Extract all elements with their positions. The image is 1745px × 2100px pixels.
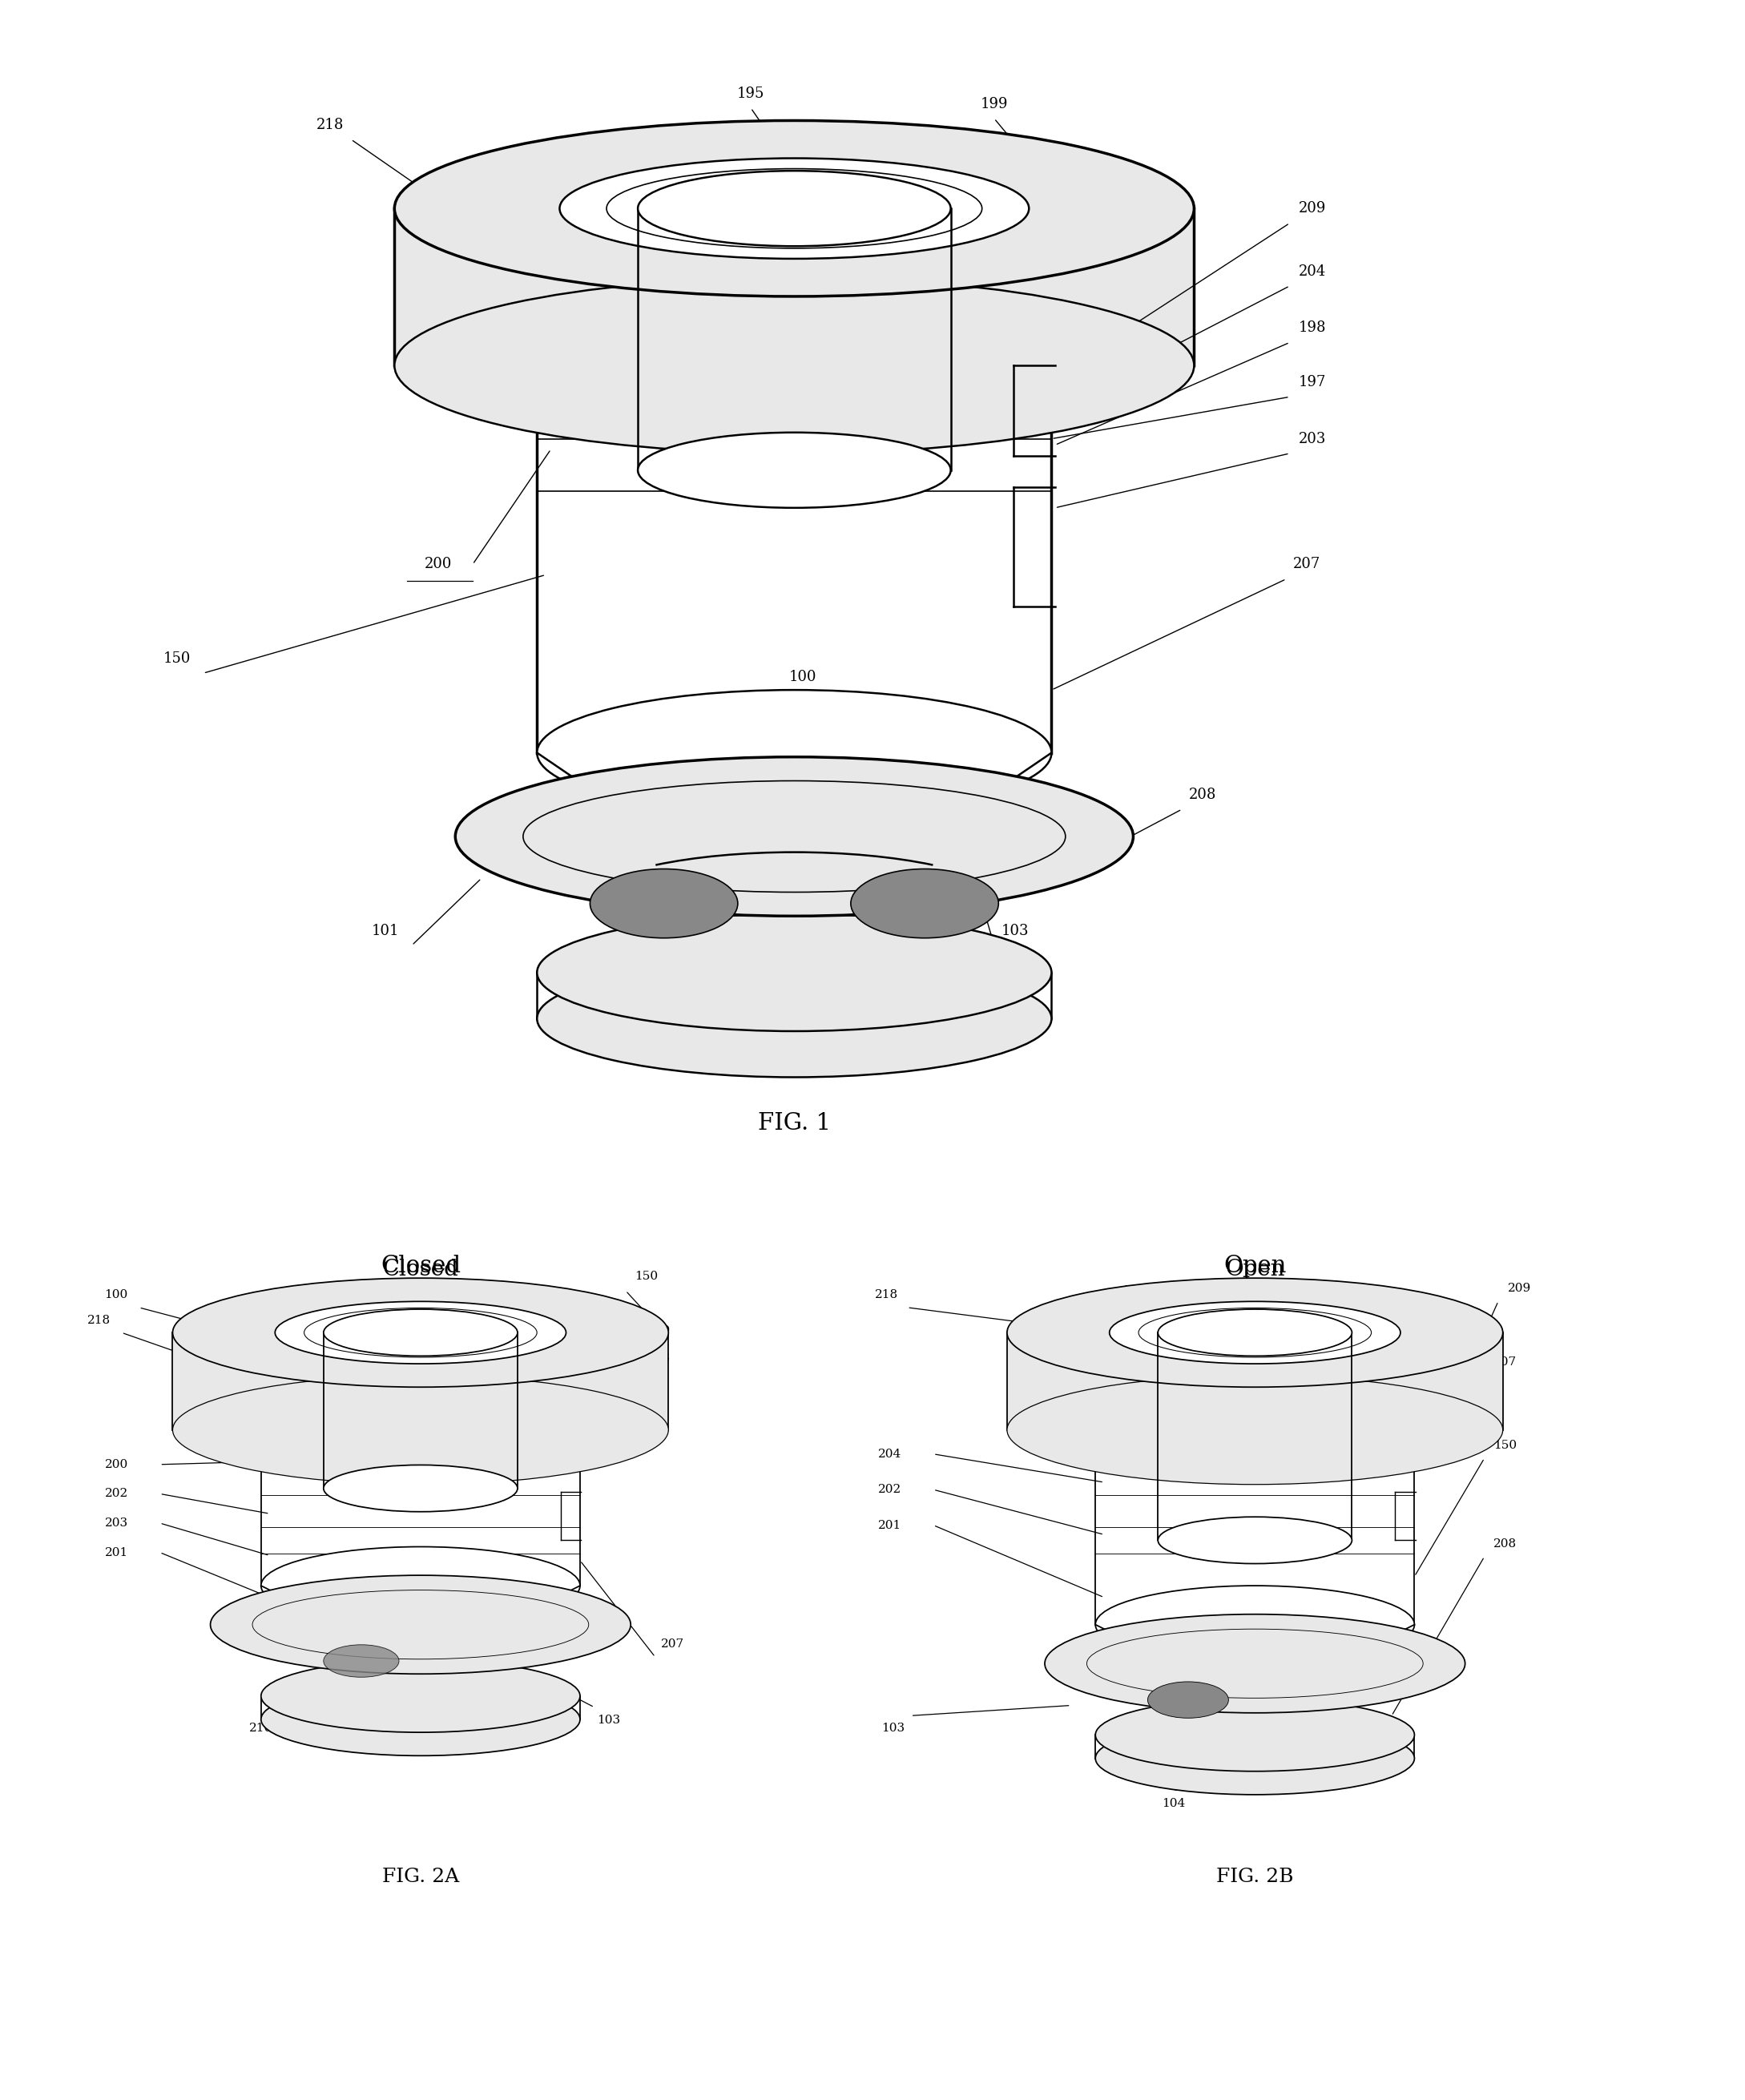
Text: 200: 200 xyxy=(105,1460,127,1470)
Ellipse shape xyxy=(323,1466,518,1512)
Text: 103: 103 xyxy=(597,1714,619,1726)
Ellipse shape xyxy=(537,914,1052,1031)
Text: 195: 195 xyxy=(736,86,764,101)
Text: 201: 201 xyxy=(878,1520,902,1531)
Text: 202: 202 xyxy=(105,1489,127,1499)
Text: 150: 150 xyxy=(164,651,190,666)
Text: Closed: Closed xyxy=(382,1260,459,1281)
Text: 210: 210 xyxy=(250,1722,272,1735)
Text: 104: 104 xyxy=(1162,1798,1185,1810)
Ellipse shape xyxy=(537,302,1052,428)
Ellipse shape xyxy=(1096,1390,1415,1468)
Ellipse shape xyxy=(173,1376,668,1485)
Ellipse shape xyxy=(1007,1279,1502,1388)
Text: 103: 103 xyxy=(1002,924,1030,939)
Text: 208: 208 xyxy=(536,1684,558,1697)
Polygon shape xyxy=(1007,1334,1502,1430)
Ellipse shape xyxy=(852,869,998,939)
Ellipse shape xyxy=(262,1682,579,1756)
Text: 104: 104 xyxy=(590,1044,616,1056)
Ellipse shape xyxy=(639,433,951,508)
Text: 100: 100 xyxy=(105,1289,127,1300)
Text: 203: 203 xyxy=(1298,430,1326,445)
Text: FIG. 2B: FIG. 2B xyxy=(1216,1867,1293,1886)
Text: 209: 209 xyxy=(1508,1283,1530,1294)
Ellipse shape xyxy=(1159,1308,1352,1357)
Text: 204: 204 xyxy=(1298,265,1326,279)
Text: 198: 198 xyxy=(1298,321,1326,336)
Text: 203: 203 xyxy=(105,1518,127,1529)
Ellipse shape xyxy=(262,1390,579,1468)
Text: 150: 150 xyxy=(1494,1441,1516,1451)
Text: 209: 209 xyxy=(647,1325,670,1336)
Ellipse shape xyxy=(1096,1586,1415,1663)
Ellipse shape xyxy=(173,1279,668,1388)
Ellipse shape xyxy=(1152,1625,1358,1682)
Ellipse shape xyxy=(262,1659,579,1732)
Ellipse shape xyxy=(394,277,1194,454)
Text: 218: 218 xyxy=(874,1289,899,1300)
Text: 100: 100 xyxy=(789,670,817,685)
Text: 199: 199 xyxy=(981,97,1009,111)
Text: 208: 208 xyxy=(1494,1539,1516,1550)
Text: 209: 209 xyxy=(1298,202,1326,216)
Text: 198: 198 xyxy=(647,1352,670,1363)
Text: 201: 201 xyxy=(105,1548,127,1558)
Ellipse shape xyxy=(262,1548,579,1625)
Text: 103: 103 xyxy=(881,1722,906,1735)
Text: 150: 150 xyxy=(635,1270,658,1281)
Text: 207: 207 xyxy=(661,1638,684,1651)
Ellipse shape xyxy=(323,1644,400,1678)
Polygon shape xyxy=(173,1334,668,1430)
Ellipse shape xyxy=(537,691,1052,815)
Ellipse shape xyxy=(455,756,1133,916)
Text: 202: 202 xyxy=(878,1485,902,1495)
Text: 204: 204 xyxy=(878,1449,902,1460)
Text: Open: Open xyxy=(1223,1254,1286,1277)
Text: FIG. 1: FIG. 1 xyxy=(757,1113,831,1134)
Ellipse shape xyxy=(639,170,951,246)
Ellipse shape xyxy=(590,869,738,939)
Text: 197: 197 xyxy=(1298,376,1326,388)
Text: 207: 207 xyxy=(1293,557,1321,571)
Ellipse shape xyxy=(537,960,1052,1077)
Ellipse shape xyxy=(276,1302,565,1363)
Text: 195: 195 xyxy=(1122,1285,1145,1296)
Text: Closed: Closed xyxy=(380,1254,461,1277)
Polygon shape xyxy=(394,208,1194,365)
Ellipse shape xyxy=(211,1575,630,1674)
Text: Open: Open xyxy=(1225,1260,1284,1281)
Text: FIG. 2A: FIG. 2A xyxy=(382,1867,459,1886)
Ellipse shape xyxy=(1096,1722,1415,1796)
Text: 208: 208 xyxy=(1188,788,1216,802)
Text: 101: 101 xyxy=(372,924,400,939)
Ellipse shape xyxy=(1096,1699,1415,1770)
Ellipse shape xyxy=(630,769,960,861)
Ellipse shape xyxy=(1045,1615,1466,1714)
Ellipse shape xyxy=(318,1586,524,1642)
Ellipse shape xyxy=(323,1308,518,1357)
Text: 195: 195 xyxy=(422,1285,447,1296)
Text: 218: 218 xyxy=(87,1315,110,1325)
Ellipse shape xyxy=(1007,1376,1502,1485)
Text: 218: 218 xyxy=(316,118,344,132)
Ellipse shape xyxy=(1148,1682,1228,1718)
Ellipse shape xyxy=(394,120,1194,296)
Text: 200: 200 xyxy=(424,557,452,571)
Ellipse shape xyxy=(1110,1302,1401,1363)
Text: 102: 102 xyxy=(754,983,782,998)
Text: 207: 207 xyxy=(1494,1357,1516,1367)
Ellipse shape xyxy=(1159,1516,1352,1564)
Ellipse shape xyxy=(560,158,1030,258)
